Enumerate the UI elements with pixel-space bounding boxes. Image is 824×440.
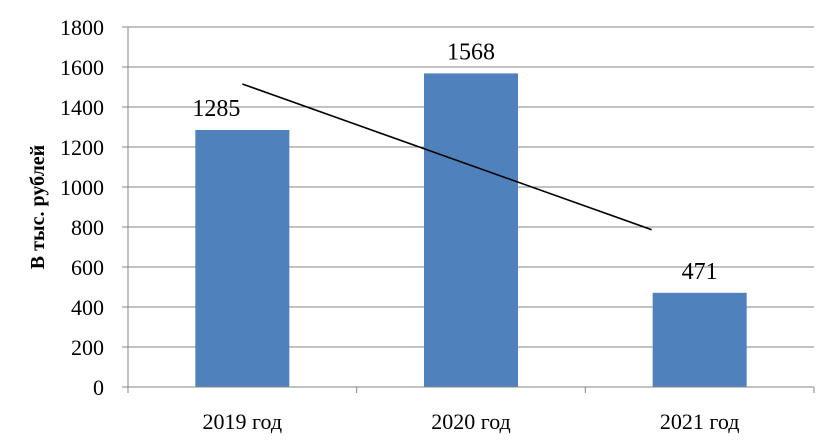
axes xyxy=(122,26,815,393)
labels: 0 200 400 600 800 1000 1200 1400 1600 1800 2019 го… xyxy=(60,15,739,434)
y-tick-label-800: 800 xyxy=(71,215,104,240)
x-category-label-2: 2021 год xyxy=(660,409,740,434)
y-axis-title: В тыс. рублей xyxy=(27,145,49,269)
y-tick-label-1200: 1200 xyxy=(60,135,104,160)
y-tick-label-400: 400 xyxy=(71,295,104,320)
y-tick-label-1800: 1800 xyxy=(60,15,104,40)
y-tick-label-1400: 1400 xyxy=(60,95,104,120)
trendline-layer xyxy=(242,83,652,231)
trendline xyxy=(242,83,652,231)
y-tick-label-600: 600 xyxy=(71,255,104,280)
data-label-1: 1568 xyxy=(447,39,495,65)
data-label-0: 1285 xyxy=(192,96,240,122)
y-tick-label-1000: 1000 xyxy=(60,175,104,200)
y-tick-label-200: 200 xyxy=(71,335,104,360)
bars xyxy=(195,73,747,388)
x-category-label-0: 2019 год xyxy=(203,409,283,434)
bar-1 xyxy=(424,73,518,388)
bar-0 xyxy=(195,130,290,387)
x-category-label-1: 2020 год xyxy=(431,409,511,434)
bar-2 xyxy=(652,292,747,387)
y-tick-label-0: 0 xyxy=(93,375,104,400)
y-tick-label-1600: 1600 xyxy=(60,55,104,80)
data-label-2: 471 xyxy=(682,259,718,285)
